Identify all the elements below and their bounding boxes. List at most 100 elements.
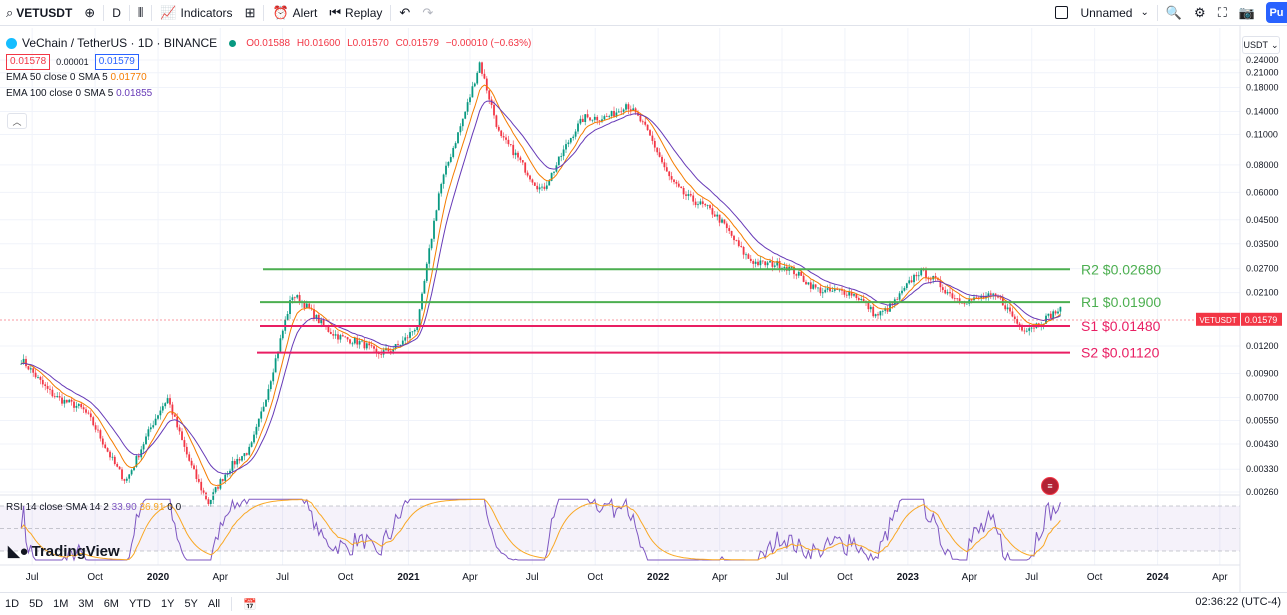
y-tick-label: 0.00550 xyxy=(1246,415,1279,425)
candle-body xyxy=(622,109,625,112)
y-tick-label: 0.18000 xyxy=(1246,82,1279,92)
tradingview-logo-icon: ◣● xyxy=(8,543,29,560)
candle-body xyxy=(553,171,555,173)
collapse-legend-button[interactable]: ︿ xyxy=(7,113,27,129)
compare-button[interactable]: ⊕ xyxy=(78,0,101,25)
candle-body xyxy=(521,160,524,163)
layout-button[interactable]: Unnamed ⌄ xyxy=(1049,0,1154,25)
currency-selector[interactable]: USDT ⌄ xyxy=(1242,36,1280,54)
candle-body xyxy=(1054,311,1057,314)
candle-body xyxy=(255,426,258,435)
candle-body xyxy=(1028,328,1031,331)
candle-body xyxy=(101,438,104,445)
clock[interactable]: 02:36:22 (UTC-4) xyxy=(1195,596,1281,608)
calendar-icon[interactable]: 📅 xyxy=(243,598,257,611)
fullscreen-button[interactable]: ⛶ xyxy=(1212,0,1233,25)
candle-body xyxy=(224,474,227,481)
symbol-search[interactable]: ⌕ VETUSDT xyxy=(0,0,78,25)
templates-button[interactable]: ⊞ xyxy=(239,0,262,25)
candle-body xyxy=(399,344,402,346)
candle-body xyxy=(658,152,661,157)
ema50-legend[interactable]: EMA 50 close 0 SMA 5 0.01770 xyxy=(6,70,535,86)
y-tick-label: 0.24000 xyxy=(1246,55,1279,65)
candle-body xyxy=(89,413,92,418)
candle-body xyxy=(677,183,680,187)
indicators-button[interactable]: 📈 Indicators xyxy=(154,0,238,25)
candle-body xyxy=(865,301,867,303)
level-label: S2 $0.01120 xyxy=(1081,345,1160,361)
plus-circle-icon: ⊕ xyxy=(84,5,96,20)
candle-body xyxy=(975,297,978,299)
candle-body xyxy=(802,275,805,282)
publish-button[interactable]: Pu xyxy=(1266,2,1287,23)
grid-icon: ⊞ xyxy=(244,5,256,20)
range-button-1d[interactable]: 1D xyxy=(5,598,20,610)
candle-body xyxy=(298,295,301,303)
candle-body xyxy=(893,299,896,305)
candle-body xyxy=(985,296,987,299)
range-button-3m[interactable]: 3M xyxy=(78,598,94,610)
candle-body xyxy=(358,341,361,345)
candle-body xyxy=(934,275,937,279)
candle-body xyxy=(1045,315,1047,324)
candle-body xyxy=(788,266,791,271)
candle-body xyxy=(929,279,932,281)
us-flag-icon[interactable]: ≡ xyxy=(1041,477,1059,495)
candle-body xyxy=(1042,323,1045,325)
alert-button[interactable]: ⏰ Alert xyxy=(266,0,323,25)
candle-body xyxy=(987,293,990,297)
range-button-5y[interactable]: 5Y xyxy=(184,598,198,610)
candle-body xyxy=(173,414,176,417)
candle-body xyxy=(397,344,399,345)
candle-body xyxy=(665,167,668,172)
settings-button[interactable]: ⚙ xyxy=(1188,0,1212,25)
candle-body xyxy=(46,386,49,389)
candle-body xyxy=(721,219,723,223)
candle-body xyxy=(709,205,711,209)
candle-body xyxy=(241,456,243,461)
range-button-6m[interactable]: 6M xyxy=(103,598,119,610)
candle-body xyxy=(221,479,224,481)
quick-search-button[interactable]: 🔍 xyxy=(1160,0,1188,25)
interval-button[interactable]: D xyxy=(106,0,127,25)
candle-body xyxy=(603,116,606,120)
legend-change: −0.00010 (−0.63%) xyxy=(445,37,532,49)
range-button-ytd[interactable]: YTD xyxy=(128,598,151,610)
chart-type-button[interactable]: ⫴ xyxy=(132,0,149,25)
candle-body xyxy=(836,289,839,291)
replay-button[interactable]: ⏮ Replay xyxy=(323,0,388,25)
buy-price-box[interactable]: 0.01579 xyxy=(94,54,139,70)
bottom-toolbar: 1D 5D 1M 3M 6M YTD 1Y 5Y All 📅 xyxy=(0,592,1287,615)
ema100-legend[interactable]: EMA 100 close 0 SMA 5 0.01855 xyxy=(6,86,535,102)
candle-body xyxy=(807,282,810,285)
candle-body xyxy=(617,111,620,113)
spread-value: 0.00001 xyxy=(56,57,89,67)
candle-body xyxy=(749,258,752,262)
candle-body xyxy=(34,372,37,378)
candle-body xyxy=(193,465,195,470)
currency-label: USDT xyxy=(1243,40,1268,50)
snapshot-button[interactable]: 📷 xyxy=(1233,0,1261,25)
candle-body xyxy=(154,418,157,426)
range-button-all[interactable]: All xyxy=(207,598,221,610)
range-button-1m[interactable]: 1M xyxy=(53,598,69,610)
candle-body xyxy=(848,291,851,296)
candle-body xyxy=(404,337,407,341)
range-button-1y[interactable]: 1Y xyxy=(160,598,175,610)
candle-body xyxy=(133,466,135,471)
candle-body xyxy=(284,319,287,331)
candle-body xyxy=(61,397,63,404)
redo-button[interactable]: ↷ xyxy=(416,0,439,25)
undo-button[interactable]: ↶ xyxy=(393,0,416,25)
candle-body xyxy=(452,147,455,158)
sell-price-box[interactable]: 0.01578 xyxy=(6,54,51,70)
candle-body xyxy=(505,137,507,140)
x-tick-label: Apr xyxy=(1212,572,1228,583)
gear-icon: ⚙ xyxy=(1194,5,1206,20)
candle-body xyxy=(689,194,692,196)
tradingview-logo[interactable]: ◣● TradingView xyxy=(8,542,120,561)
rsi-legend[interactable]: RSI 14 close SMA 14 2 33.90 36.91 0 0 xyxy=(6,502,181,513)
candle-body xyxy=(1006,307,1009,310)
candle-body xyxy=(790,266,793,268)
range-button-5d[interactable]: 5D xyxy=(29,598,44,610)
